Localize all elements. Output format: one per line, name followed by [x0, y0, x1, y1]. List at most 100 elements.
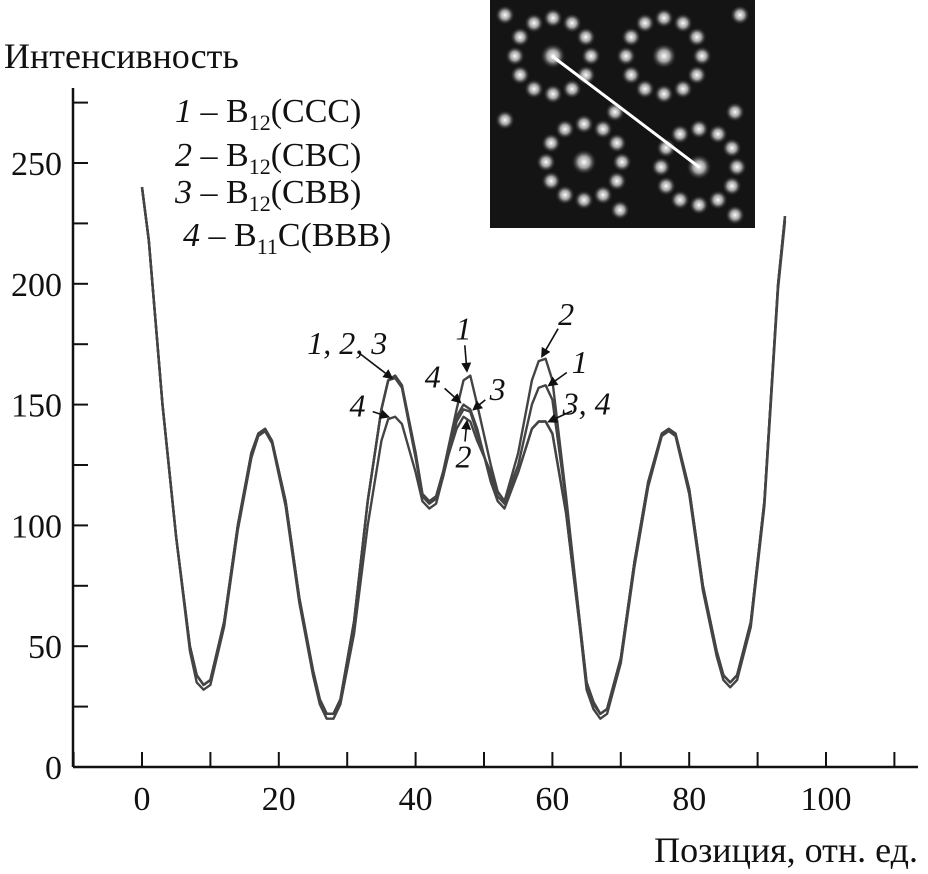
- curve-annotation-label: 1: [455, 310, 471, 346]
- curve-annotation-arrow: [444, 387, 462, 404]
- x-tick-label: 40: [399, 781, 433, 818]
- inset-atom: [727, 157, 747, 177]
- legend-formula-rest: C(BBB): [278, 217, 391, 254]
- x-tick-label: 0: [134, 781, 151, 818]
- inset-atom: [543, 8, 563, 28]
- inset-atom: [721, 176, 742, 196]
- y-tick-label: 200: [11, 267, 62, 304]
- inset-atom: [555, 184, 575, 205]
- inset-atom: [689, 195, 709, 215]
- inset-atom: [510, 65, 531, 85]
- inset-atom: [495, 5, 515, 25]
- y-tick-label: 50: [28, 629, 62, 666]
- curve-annotation-label: 4: [349, 388, 365, 424]
- y-axis-title: Интенсивность: [4, 36, 239, 76]
- inset-atom: [505, 46, 525, 66]
- curve-annotation-arrow: [547, 410, 573, 423]
- legend-number: 1: [175, 93, 192, 130]
- legend-formula-rest: (CCC): [271, 93, 362, 130]
- inset-atom: [562, 78, 582, 99]
- legend-formula-subscript: 12: [249, 154, 271, 179]
- inset-atom: [654, 84, 674, 104]
- legend-number: 3: [174, 174, 192, 211]
- x-axis-title: Позиция, отн. ед.: [654, 830, 918, 870]
- y-tick-label: 100: [11, 508, 62, 545]
- inset-profile-line: [551, 54, 700, 169]
- inset-atom: [656, 176, 677, 196]
- legend-entry-3: 3 – B12(CBB): [174, 174, 361, 216]
- inset-atom: [686, 65, 707, 85]
- inset-atom: [510, 27, 531, 47]
- inset-atom: [541, 171, 562, 191]
- inset-atom: [574, 190, 594, 210]
- inset-atom: [610, 200, 630, 220]
- inset-atom: [575, 65, 596, 85]
- inset-atom: [541, 133, 562, 153]
- inset-atom: [543, 84, 563, 104]
- x-tick-label: 60: [535, 781, 569, 818]
- curve-annotation-label: 1: [572, 344, 588, 380]
- inset-atom: [571, 149, 597, 175]
- y-tick-label: 250: [11, 146, 62, 183]
- inset-atom: [524, 78, 544, 99]
- legend-formula-rest: (CBB): [271, 174, 362, 211]
- inset-atom: [593, 119, 613, 140]
- inset-atom: [635, 13, 655, 34]
- curve-annotation-label: 2: [455, 438, 471, 474]
- legend-formula-subscript: 12: [249, 110, 271, 135]
- x-tick-label: 80: [672, 781, 706, 818]
- legend-dash: –: [200, 217, 234, 254]
- legend-entry-2: 2 – B12(CBC): [175, 137, 361, 179]
- legend-formula-base: B: [226, 137, 249, 174]
- inset-atom: [689, 119, 709, 139]
- legend-dash: –: [192, 174, 226, 211]
- inset-atom: [581, 46, 601, 66]
- inset-atom: [555, 119, 575, 140]
- legend-formula-subscript: 11: [257, 234, 278, 259]
- curve-annotation-label: 2: [558, 296, 574, 332]
- inset-atom: [654, 8, 674, 28]
- inset-atom: [721, 138, 742, 158]
- legend-number: 2: [175, 137, 192, 174]
- curve-annotation-label: 4: [425, 359, 441, 395]
- inset-atom: [670, 124, 690, 145]
- inset-atom: [524, 13, 544, 34]
- inset-atom: [574, 114, 594, 134]
- inset-atom: [536, 152, 556, 172]
- x-ticks: 0 20 40 60 80 100: [72, 752, 896, 818]
- legend-formula-base: B: [226, 174, 249, 211]
- inset-atom: [670, 189, 690, 210]
- inset-atom: [656, 138, 677, 158]
- legend-entry-1: 1 – B12(CCC): [175, 93, 361, 135]
- inset-atom: [725, 205, 745, 225]
- legend-formula-base: B: [234, 217, 257, 254]
- inset-atom: [635, 78, 655, 99]
- series-line-4: [140, 187, 787, 720]
- y-tick-label: 150: [11, 388, 62, 425]
- inset-atom: [651, 43, 677, 69]
- curve-annotation-arrow: [541, 328, 559, 359]
- inset-atom: [686, 27, 707, 47]
- curve-annotation-label: 3: [489, 371, 506, 407]
- inset-atom: [730, 5, 750, 25]
- inset-image: [490, 0, 755, 228]
- inset-atom: [708, 189, 728, 210]
- curve-annotation-arrow: [461, 419, 472, 442]
- curve-annotation-label: 3, 4: [562, 385, 611, 421]
- axes: [71, 88, 918, 769]
- inset-atom: [593, 184, 613, 205]
- inset-atom: [495, 110, 515, 130]
- y-ticks: 0 50 100 150 200 250: [11, 101, 88, 787]
- legend-formula-rest: (CBC): [271, 137, 362, 174]
- inset-atom: [606, 133, 627, 153]
- legend-entry-4: 4 – B11C(BBB): [183, 217, 391, 259]
- legend-dash: –: [192, 93, 226, 130]
- inset-atom: [621, 65, 642, 85]
- curve-annotation-arrow: [372, 409, 391, 419]
- inset-atom: [612, 152, 632, 172]
- legend-dash: –: [192, 137, 226, 174]
- x-tick-label: 20: [262, 781, 296, 818]
- inset-atom: [673, 13, 693, 34]
